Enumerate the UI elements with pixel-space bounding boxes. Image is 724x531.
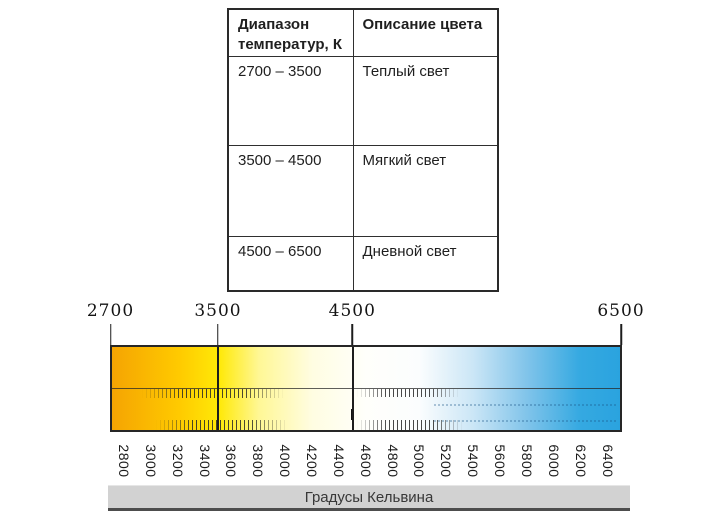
tick-marks-artifact xyxy=(357,389,459,397)
scale-inner-line xyxy=(351,347,354,430)
table-header-description: Описание цвета xyxy=(352,8,499,57)
range-cell: 2700 – 3500 xyxy=(227,55,354,146)
kelvin-axis-title-bar: Градусы Кельвина xyxy=(108,485,630,511)
scale-bottom-label: 3000 xyxy=(142,444,159,478)
scale-bottom-label: 3800 xyxy=(250,444,267,478)
table-header-range: Диапазон температур, К xyxy=(227,8,354,57)
scale-bottom-label: 3600 xyxy=(223,444,240,478)
scale-top-tick xyxy=(351,324,354,345)
table-row: 4500 – 6500 Дневной свет xyxy=(227,235,499,292)
table-row: 2700 – 3500 Теплый свет xyxy=(227,55,499,146)
scale-bottom-label: 6000 xyxy=(545,444,562,478)
scale-bottom-label: 3400 xyxy=(196,444,213,478)
scale-bottom-label: 4400 xyxy=(330,444,347,478)
kelvin-axis-title: Градусы Кельвина xyxy=(304,489,434,506)
scale-bottom-label: 5000 xyxy=(411,444,428,478)
range-cell: 4500 – 6500 xyxy=(227,235,354,292)
scale-bottom-label: 4200 xyxy=(304,444,320,478)
temperature-table: Диапазон температур, К Описание цвета 27… xyxy=(227,8,499,292)
range-cell: 3500 – 4500 xyxy=(227,144,354,237)
scale-bottom-label: 5400 xyxy=(465,444,482,478)
description-cell: Дневной свет xyxy=(352,235,499,292)
temperature-gradient-bar xyxy=(110,345,622,432)
table-body: 2700 – 3500 Теплый свет 3500 – 4500 Мягкий … xyxy=(227,55,499,292)
scale-top-tick xyxy=(217,324,219,345)
scale-top-tick xyxy=(620,324,622,345)
bar-middle-line xyxy=(112,388,620,389)
scale-bottom-label: 2800 xyxy=(115,444,132,478)
dotted-texture-artifact xyxy=(434,420,616,422)
scale-top-tick xyxy=(109,324,112,345)
scale-bottom-label: 4800 xyxy=(384,444,401,478)
table-row: 3500 – 4500 Мягкий свет xyxy=(227,144,499,237)
scale-top-label: 6500 xyxy=(597,301,645,321)
description-cell: Теплый свет xyxy=(352,55,499,146)
scale-inner-line xyxy=(217,347,220,430)
scale-bottom-label: 5200 xyxy=(438,444,455,478)
tick-marks-artifact xyxy=(357,420,463,430)
scale-bottom-label: 5800 xyxy=(518,444,535,478)
scale-bottom-label: 4000 xyxy=(277,444,294,478)
tick-marks-artifact xyxy=(156,420,288,430)
scale-top-label: 3500 xyxy=(194,301,242,321)
table-header-row: Диапазон температур, К Описание цвета xyxy=(227,8,499,57)
scale-top-label: 2700 xyxy=(86,301,135,321)
scale-top-label: 4500 xyxy=(328,301,376,321)
scale-bottom-label: 3200 xyxy=(169,444,186,478)
description-cell: Мягкий свет xyxy=(352,144,499,237)
scale-bottom-label: 6200 xyxy=(572,444,589,478)
scale-bottom-label: 5600 xyxy=(492,444,509,478)
tick-marks-artifact xyxy=(142,389,284,398)
dotted-texture-artifact xyxy=(434,404,616,406)
scale-bottom-label: 4600 xyxy=(357,444,374,478)
scale-bottom-label: 6400 xyxy=(599,444,616,478)
